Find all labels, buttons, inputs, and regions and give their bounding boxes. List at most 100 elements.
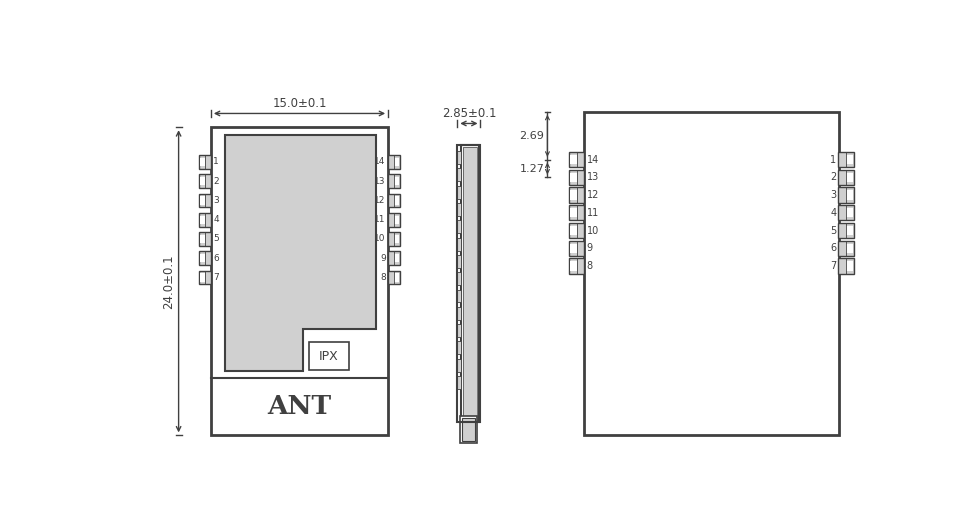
Bar	[394, 254, 399, 263]
Text: 7: 7	[213, 273, 219, 282]
Text: 6: 6	[830, 243, 836, 253]
Bar	[199, 174, 211, 188]
Bar	[846, 262, 852, 270]
Bar	[463, 147, 477, 421]
Bar	[846, 244, 852, 253]
Bar	[199, 155, 211, 169]
Text: 11: 11	[587, 208, 599, 218]
Bar	[838, 152, 853, 168]
Bar	[569, 170, 585, 185]
Bar	[846, 208, 852, 217]
Bar	[388, 213, 400, 227]
Bar	[457, 341, 461, 354]
Text: 3: 3	[213, 196, 219, 205]
Bar	[457, 145, 480, 422]
Text: 14: 14	[374, 158, 386, 167]
Text: 24.0±0.1: 24.0±0.1	[162, 254, 176, 309]
Text: 10: 10	[587, 226, 599, 235]
Text: 14: 14	[587, 155, 599, 164]
Bar	[457, 272, 461, 285]
Bar	[394, 177, 399, 185]
Bar	[585, 112, 838, 435]
Bar	[461, 416, 476, 443]
Bar	[569, 187, 585, 203]
Bar	[463, 147, 477, 421]
Bar	[457, 359, 461, 372]
Bar	[457, 168, 461, 181]
Bar	[388, 194, 400, 207]
Bar	[457, 203, 461, 216]
Bar	[199, 213, 211, 227]
Bar	[200, 196, 205, 205]
Text: 2.85±0.1: 2.85±0.1	[442, 106, 496, 120]
Text: 9: 9	[380, 254, 386, 263]
Text: 1: 1	[830, 155, 836, 164]
Bar	[200, 274, 205, 282]
Bar	[570, 262, 577, 270]
Bar	[838, 205, 853, 220]
Polygon shape	[225, 135, 375, 372]
Bar	[388, 251, 400, 265]
Text: 5: 5	[830, 226, 836, 235]
Text: 4: 4	[213, 215, 219, 224]
Bar	[394, 196, 399, 205]
Bar	[199, 194, 211, 207]
Bar	[211, 127, 388, 435]
Bar	[457, 376, 461, 389]
Text: 1.27: 1.27	[519, 163, 544, 173]
Text: 13: 13	[374, 177, 386, 186]
Text: 12: 12	[587, 190, 599, 200]
Bar	[570, 155, 577, 164]
Text: 11: 11	[374, 215, 386, 224]
Bar	[569, 258, 585, 274]
Bar	[846, 173, 852, 182]
Text: 13: 13	[587, 172, 599, 182]
Bar	[838, 258, 853, 274]
Bar	[388, 270, 400, 284]
Bar	[838, 241, 853, 256]
Bar	[569, 241, 585, 256]
Text: 4: 4	[830, 208, 836, 218]
Text: 6: 6	[213, 254, 219, 263]
Bar	[388, 155, 400, 169]
Bar	[462, 418, 475, 442]
Bar	[199, 232, 211, 246]
Text: 7: 7	[830, 261, 836, 271]
Text: 2.69: 2.69	[519, 131, 544, 141]
Bar	[457, 238, 461, 251]
Bar	[394, 216, 399, 224]
Bar	[457, 255, 461, 268]
Bar	[394, 158, 399, 166]
Bar	[570, 244, 577, 253]
Bar	[200, 158, 205, 166]
Bar	[199, 270, 211, 284]
Bar	[838, 223, 853, 238]
Bar	[570, 191, 577, 200]
Bar	[838, 170, 853, 185]
Text: 8: 8	[587, 261, 593, 271]
Bar	[457, 185, 461, 198]
Text: 5: 5	[213, 234, 219, 243]
Bar	[200, 177, 205, 185]
Bar	[309, 342, 348, 370]
Bar	[457, 151, 461, 164]
Bar	[570, 226, 577, 235]
Bar	[570, 173, 577, 182]
Bar	[200, 216, 205, 224]
Bar	[461, 145, 479, 422]
Bar	[569, 205, 585, 220]
Text: ANT: ANT	[268, 394, 331, 419]
Bar	[569, 223, 585, 238]
Bar	[200, 235, 205, 243]
Text: 10: 10	[374, 234, 386, 243]
Bar	[457, 290, 461, 302]
Bar	[199, 251, 211, 265]
Bar	[388, 232, 400, 246]
Text: 2: 2	[213, 177, 219, 186]
Bar	[394, 235, 399, 243]
Bar	[838, 187, 853, 203]
Bar	[570, 208, 577, 217]
Text: 8: 8	[380, 273, 386, 282]
Bar	[846, 155, 852, 164]
Bar	[200, 254, 205, 263]
